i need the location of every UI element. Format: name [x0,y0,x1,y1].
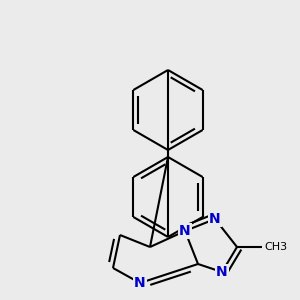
Text: N: N [179,224,191,238]
Text: N: N [209,212,221,226]
Text: N: N [216,265,228,279]
Text: N: N [134,276,146,290]
Text: CH3: CH3 [264,242,287,252]
